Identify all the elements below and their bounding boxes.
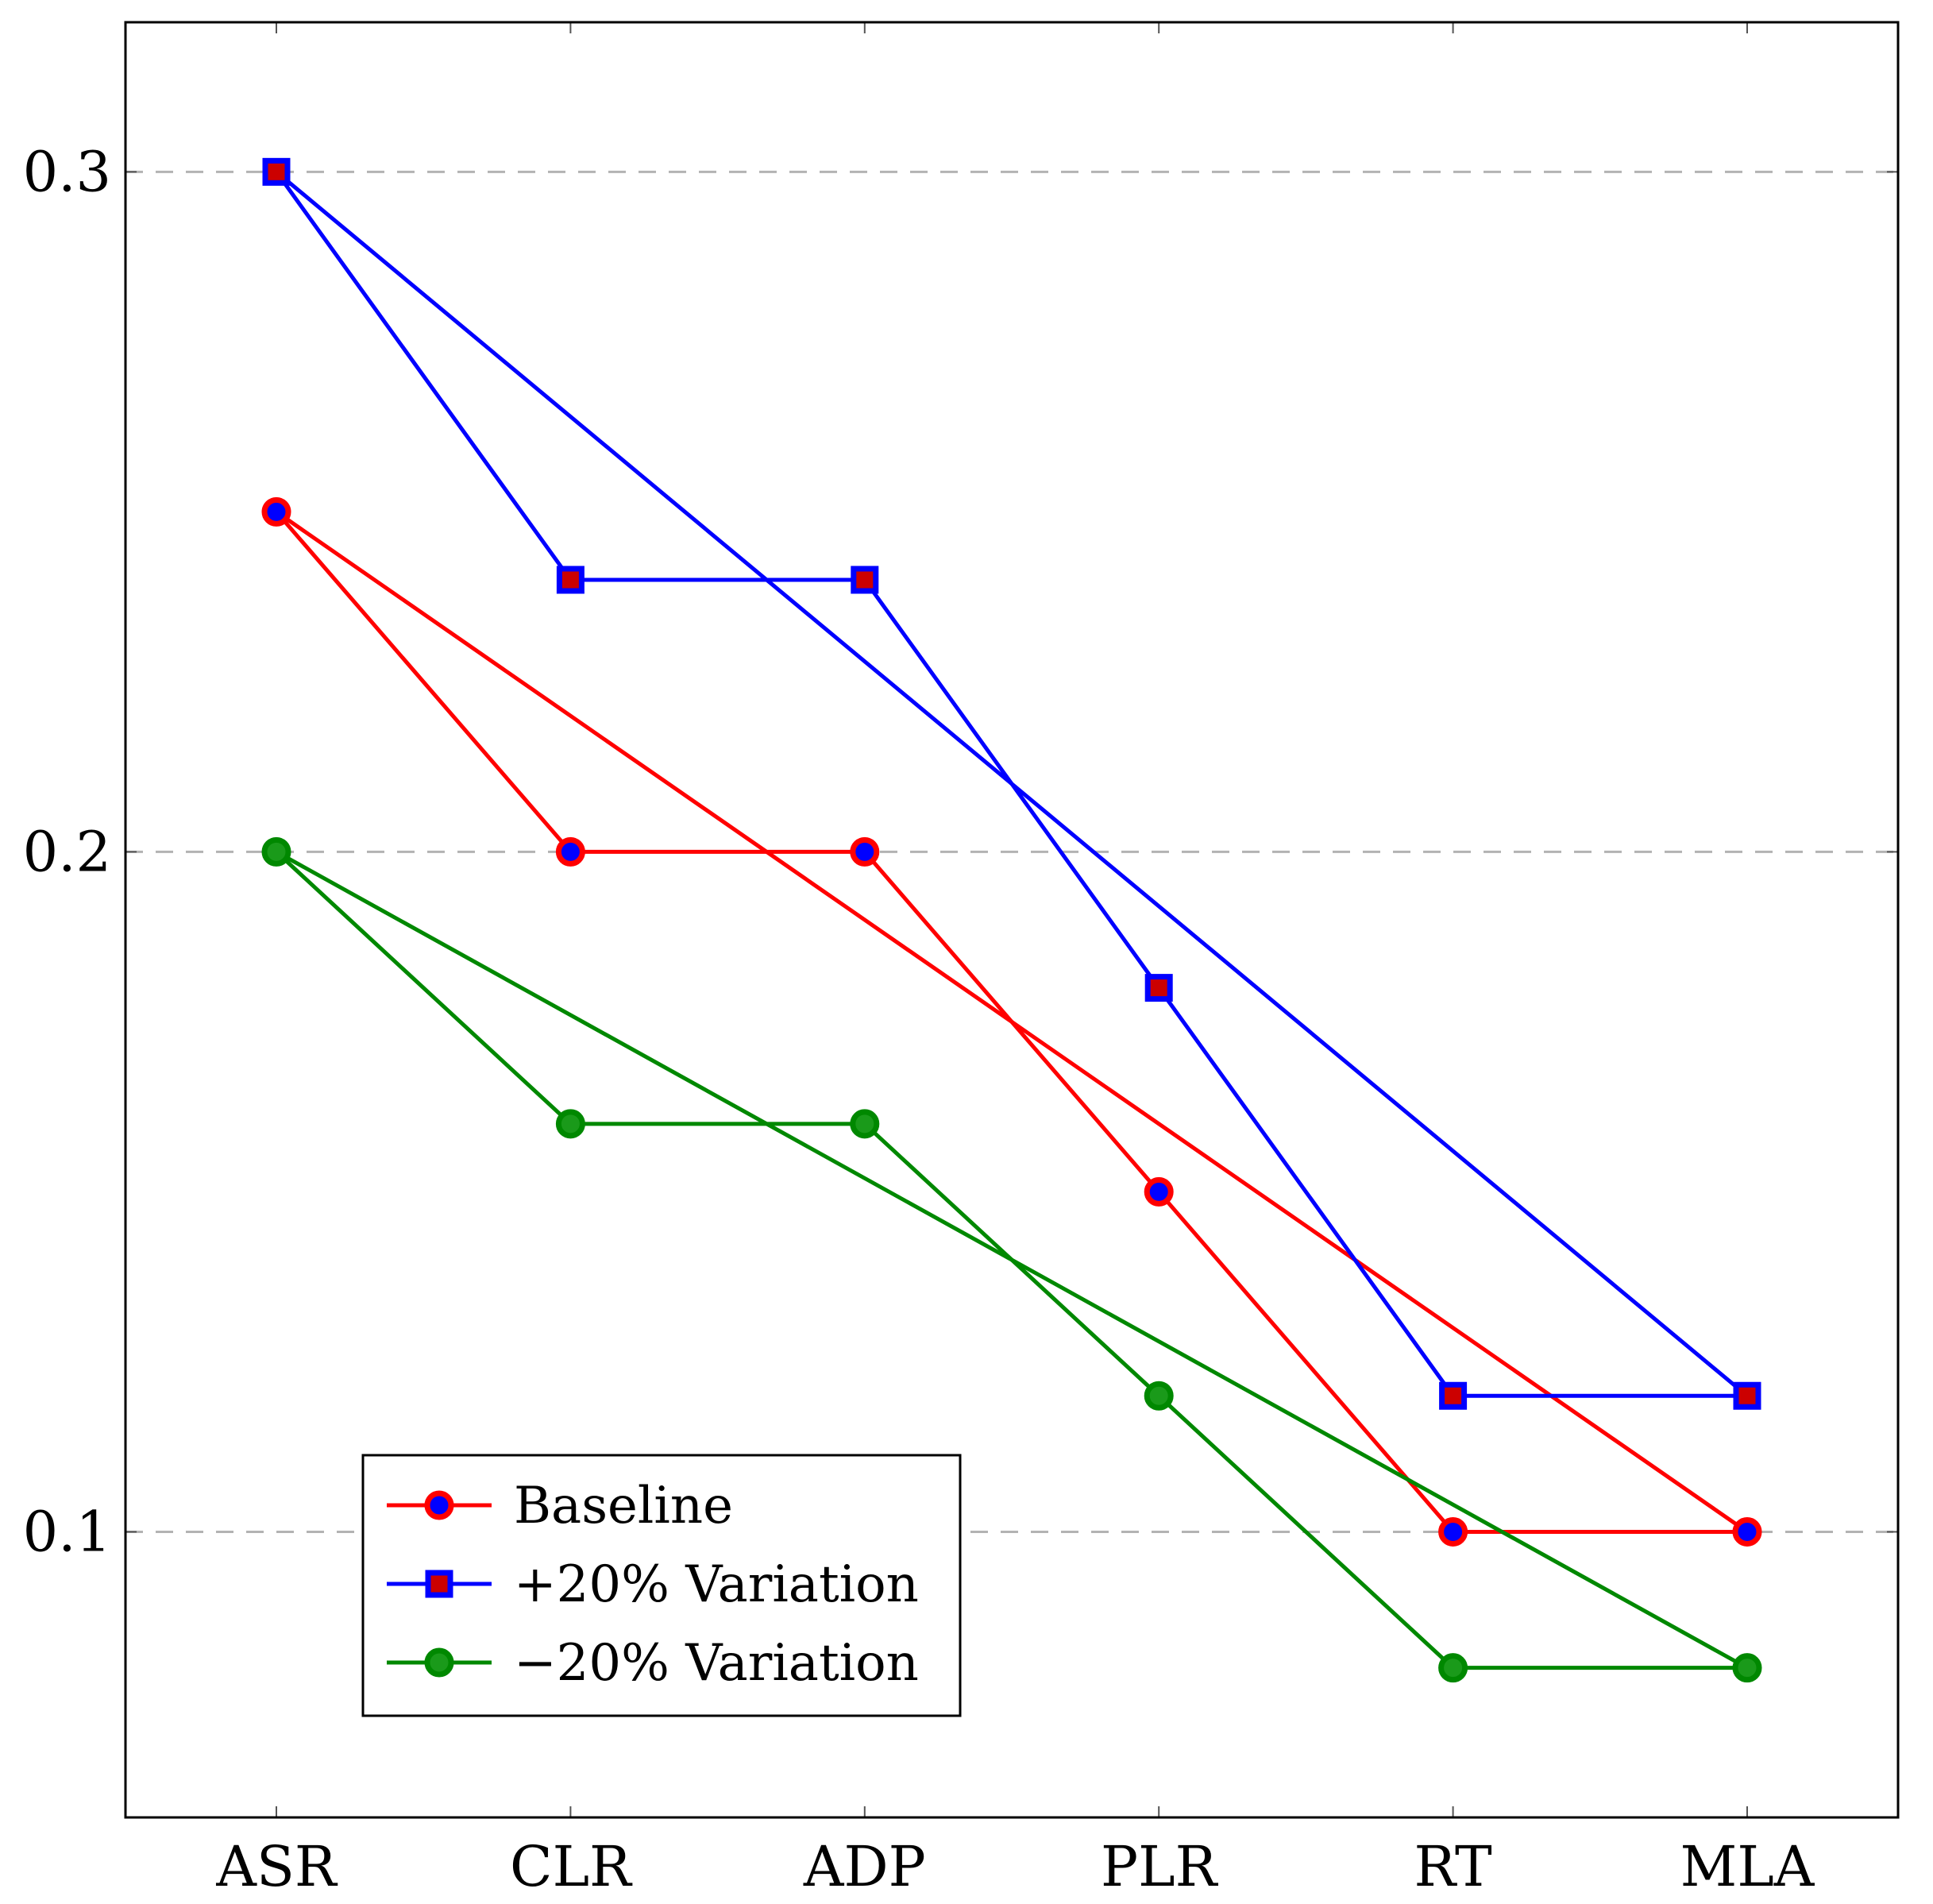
data-point (850, 1109, 880, 1139)
legend-marker (425, 1570, 453, 1598)
series-line (275, 850, 1747, 1670)
data-point (556, 566, 585, 594)
x-tick-label: ADP (803, 1834, 926, 1899)
y-tick-label: 0.3 (23, 139, 111, 204)
legend-entry: +20% Variation (387, 1555, 919, 1614)
grid-layer (125, 170, 1898, 1533)
legend: Baseline +20% Variation −20% Variation (361, 1454, 962, 1717)
data-point (1144, 1176, 1174, 1207)
series-2 (261, 836, 1762, 1683)
legend-entry: Baseline (387, 1477, 733, 1535)
data-point (1438, 1516, 1468, 1547)
series-line (274, 170, 1747, 1398)
x-tick-label: PLR (1101, 1834, 1219, 1899)
data-point (555, 836, 585, 867)
x-tick-label: ASR (215, 1834, 338, 1899)
series-layer (261, 157, 1762, 1683)
data-point (1144, 1381, 1174, 1411)
legend-marker (424, 1647, 454, 1678)
series-1 (262, 157, 1761, 1410)
data-point (1144, 974, 1173, 1002)
label-layer: 0.1 0.2 0.3 ASR CLR ADP PLR RT MLA (23, 139, 1815, 1899)
data-point (1732, 1516, 1762, 1547)
series-0 (261, 496, 1762, 1547)
legend-label: −20% Variation (514, 1634, 919, 1693)
y-tick-label: 0.2 (23, 819, 111, 884)
legend-label: +20% Variation (514, 1555, 919, 1614)
data-point (1438, 1653, 1468, 1683)
tick-layer (125, 22, 1898, 1817)
data-point (555, 1109, 585, 1139)
x-tick-label: MLA (1680, 1834, 1815, 1899)
data-point (1439, 1381, 1468, 1410)
legend-marker (424, 1490, 454, 1520)
plot-frame (124, 21, 1900, 1819)
data-point (1732, 1653, 1762, 1683)
data-point (262, 157, 291, 186)
x-tick-label: CLR (510, 1834, 633, 1899)
data-point (261, 836, 291, 867)
data-point (851, 566, 879, 594)
legend-label: Baseline (514, 1477, 733, 1535)
legend-entry: −20% Variation (387, 1634, 919, 1693)
data-point (850, 836, 880, 867)
x-tick-label: RT (1414, 1834, 1492, 1899)
data-point (261, 496, 291, 527)
y-tick-label: 0.1 (23, 1499, 111, 1564)
data-point (1733, 1381, 1761, 1410)
